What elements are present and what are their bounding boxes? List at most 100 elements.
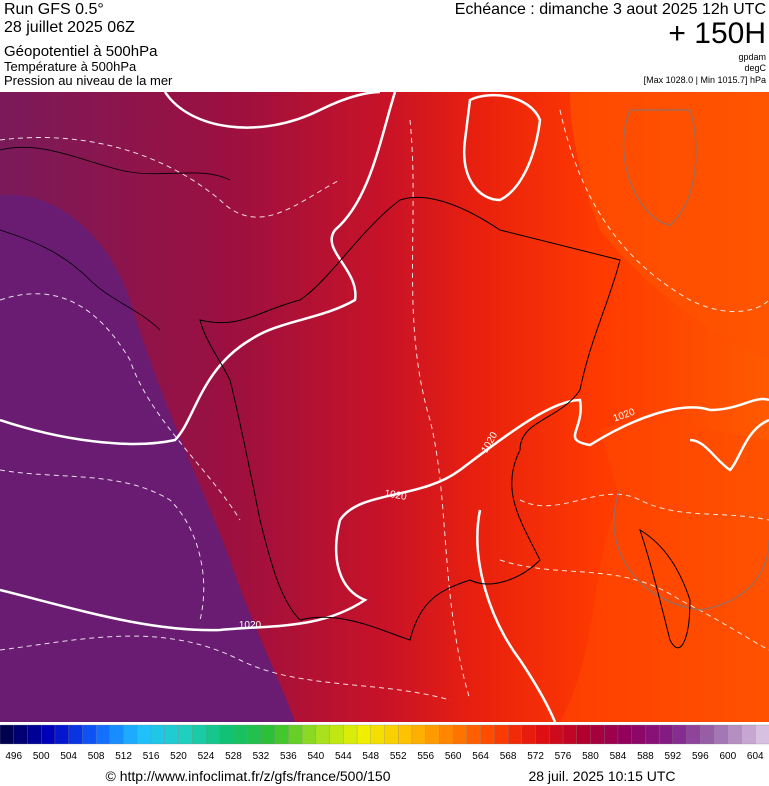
colorbar-swatch <box>686 724 701 745</box>
colorbar-swatch <box>398 724 413 745</box>
colorbar-swatch <box>494 724 509 745</box>
colorbar-swatch <box>0 724 15 745</box>
run-date: 28 juillet 2025 06Z <box>4 19 135 36</box>
colorbar-swatch <box>480 724 496 745</box>
colorbar-swatch <box>356 724 372 745</box>
colorbar-label: 560 <box>445 751 462 762</box>
field-3: Pression au niveau de la mer <box>4 73 173 88</box>
colorbar-swatch <box>109 724 125 745</box>
colorbar-label: 548 <box>362 751 379 762</box>
colorbar-label: 544 <box>335 751 352 762</box>
colorbar-swatch <box>247 724 262 745</box>
colorbar-swatch <box>741 724 756 745</box>
colorbar-label: 524 <box>198 751 215 762</box>
isobar-label: 1020 <box>239 620 262 631</box>
colorbar-swatch <box>535 724 550 745</box>
colorbar-swatch <box>439 724 454 745</box>
colorbar-label: 520 <box>170 751 187 762</box>
colorbar-swatch <box>54 724 70 745</box>
colorbar-label: 580 <box>582 751 599 762</box>
colorbar-swatch <box>68 724 84 745</box>
colorbar-label: 552 <box>390 751 407 762</box>
colorbar-swatch <box>82 724 97 745</box>
colorbar-swatch <box>466 724 482 745</box>
coastline <box>199 196 691 649</box>
colorbar-swatch <box>453 724 468 745</box>
colorbar-swatch <box>329 724 344 745</box>
colorbar-label: 536 <box>280 751 297 762</box>
colorbar-swatch <box>27 724 42 745</box>
colorbar-label: 512 <box>115 751 132 762</box>
colorbar-swatch <box>507 724 523 745</box>
colorbar-label: 604 <box>747 751 764 762</box>
unit: gpdam <box>738 52 766 62</box>
colorbar-swatch <box>137 724 152 745</box>
warm-region <box>560 421 769 722</box>
colorbar-swatch <box>713 724 729 745</box>
colorbar-swatch <box>343 724 358 745</box>
colorbar-swatch <box>672 724 688 745</box>
field-1: Géopotentiel à 500hPa <box>4 43 158 60</box>
colorbar-label: 532 <box>253 751 270 762</box>
colorbar-swatch <box>658 724 674 745</box>
warm-region <box>570 92 769 360</box>
lead-time: + 150H <box>668 17 766 50</box>
coastline <box>0 146 231 331</box>
colorbar-swatch <box>178 724 193 745</box>
colorbar-label: 540 <box>307 751 324 762</box>
isobar-label: 1020 <box>384 488 408 503</box>
colorbar-label: 576 <box>555 751 572 762</box>
colorbar-swatch <box>260 724 276 745</box>
unit: degC <box>744 63 766 73</box>
colorbar-swatch <box>576 724 592 745</box>
colorbar-swatch <box>604 724 619 745</box>
colorbar-swatch <box>562 724 578 745</box>
colorbar-swatch <box>164 724 180 745</box>
colorbar-swatch <box>425 724 441 745</box>
colorbar-swatch <box>219 724 235 745</box>
colorbar-swatch <box>617 724 633 745</box>
map <box>0 90 769 723</box>
colorbar-swatch <box>95 724 111 745</box>
colorbar-swatch <box>274 724 290 745</box>
colorbar-swatch <box>384 724 399 745</box>
colorbar-label: 516 <box>143 751 160 762</box>
colorbar-label: 504 <box>60 751 77 762</box>
colorbar-swatch <box>233 724 248 745</box>
colorbar-swatch <box>590 724 605 745</box>
isobars <box>0 90 769 723</box>
colorbar-swatch <box>645 724 660 745</box>
colorbar-label: 592 <box>665 751 682 762</box>
colorbar-label: 496 <box>5 751 22 762</box>
colorbar-label: 564 <box>472 751 489 762</box>
colorbar-label: 556 <box>417 751 434 762</box>
colorbar-label: 568 <box>500 751 517 762</box>
colorbar-swatch <box>288 724 303 745</box>
colorbar-swatch <box>521 724 537 745</box>
colorbar-label: 528 <box>225 751 242 762</box>
extremes: [Max 1028.0 | Min 1015.7] hPa <box>644 75 766 85</box>
colorbar-swatch <box>13 724 29 745</box>
field-2: Température à 500hPa <box>4 59 137 74</box>
colorbar-swatch <box>370 724 386 745</box>
colorbar-swatch <box>315 724 331 745</box>
colorbar-label: 508 <box>88 751 105 762</box>
echeance: Echéance : dimanche 3 aout 2025 12h UTC <box>455 1 766 18</box>
colorbar-swatch <box>411 724 427 745</box>
run-title: Run GFS 0.5° <box>4 1 104 18</box>
colorbar-label: 500 <box>33 751 50 762</box>
cold-region <box>0 194 295 723</box>
colorbar-swatch <box>727 724 743 745</box>
secondary-contour <box>613 109 769 611</box>
colorbar-swatch <box>301 724 317 745</box>
colorbar-swatch <box>631 724 647 745</box>
source: © http://www.infoclimat.fr/z/gfs/france/… <box>106 768 391 784</box>
colorbar: 496 500 504 508 512 516 520 524 528 532 536 540 544 5… <box>0 724 769 762</box>
temperature-contours <box>0 109 769 701</box>
colorbar-label: 596 <box>692 751 709 762</box>
colorbar-swatch <box>123 724 138 745</box>
colorbar-swatch <box>150 724 166 745</box>
colorbar-label: 572 <box>527 751 544 762</box>
